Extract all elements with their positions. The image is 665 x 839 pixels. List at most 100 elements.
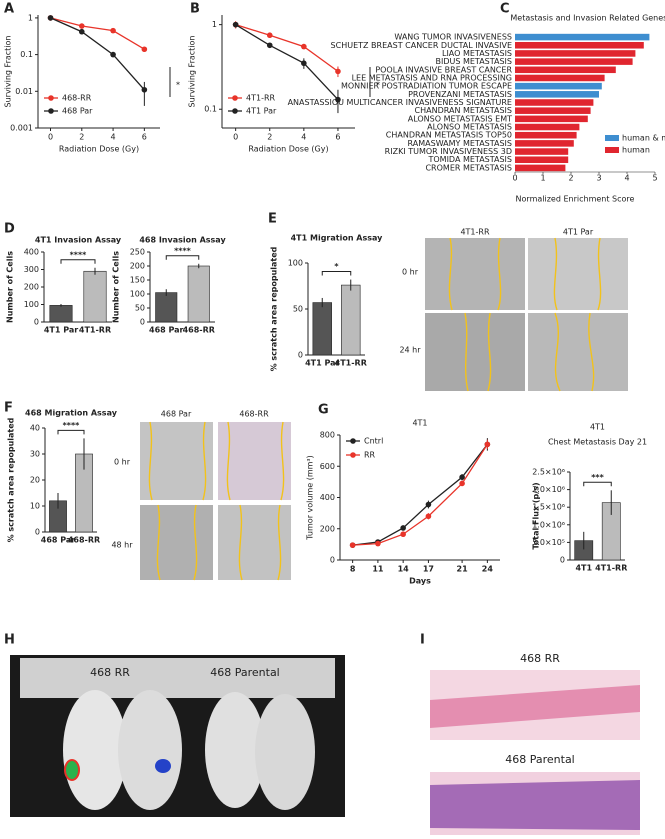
scratch-edge [448, 237, 602, 392]
category-label: POOLA INVASIVE BREAST CANCER [375, 65, 512, 74]
y-tick-label: 0 [140, 318, 145, 327]
chart-title: 4T1 Migration Assay [291, 234, 384, 243]
category-label: PROVENZANI METASTASIS [408, 90, 512, 99]
significance-bracket [583, 481, 612, 487]
significance-bracket [165, 255, 200, 260]
point [141, 46, 148, 53]
point [459, 480, 465, 487]
legend-label: human [622, 146, 650, 155]
chart-title: Metastasis and Invasion Related Genesets [510, 14, 665, 23]
x-tick-label: 3 [596, 174, 601, 183]
group-label: 468 RR [90, 666, 130, 679]
y-tick-label: 2.0×10⁶ [532, 485, 565, 494]
y-axis-label: Surviving Fraction [4, 36, 13, 108]
panel-label: B [190, 2, 200, 17]
series-line [235, 24, 339, 101]
bar [515, 99, 594, 106]
mouse [255, 694, 315, 810]
group-label: 468 RR [520, 652, 560, 665]
panel-label: A [4, 2, 14, 17]
legend-marker [350, 452, 356, 458]
panel-label: I [420, 633, 425, 648]
group-label: 468 Parental [505, 753, 575, 766]
x-axis-label: Normalized Enrichment Score [516, 195, 635, 204]
x-tick-label: 2 [79, 133, 84, 142]
legend-label: 468-RR [62, 94, 92, 103]
point [484, 441, 491, 448]
x-tick-label: 468-RR [68, 536, 100, 545]
point [232, 21, 239, 28]
y-tick-label: 30 [30, 450, 40, 459]
bar [155, 292, 178, 323]
x-tick-label: 5 [652, 174, 657, 183]
x-tick-label: 4T1-RR [335, 359, 367, 368]
micrograph [218, 422, 291, 500]
y-tick-label: 1.0×10⁶ [532, 520, 565, 529]
y-tick-label: 1 [212, 20, 217, 29]
y-tick-label: 0 [35, 528, 40, 537]
chart-title: 4T1 Invasion Assay [35, 236, 122, 245]
x-tick-label: 4T1-RR [595, 564, 627, 573]
legend-swatch [605, 135, 619, 141]
category-label: BIDUS METASTASIS [435, 57, 512, 66]
micrographs-e: 4T1-RR 4T1 Par 0 hr 24 hr [399, 228, 628, 392]
group-label: 468 Parental [210, 666, 280, 679]
legend-label: Cntrl [364, 437, 383, 446]
mouse [205, 692, 265, 808]
y-tick-label: 600 [320, 462, 335, 471]
x-tick-label: 468-RR [183, 326, 215, 335]
y-tick-label: 20 [30, 476, 40, 485]
imaging-plate [20, 658, 335, 698]
x-tick-label: 4 [111, 133, 116, 142]
bar [515, 58, 633, 65]
legend-label: RR [364, 451, 376, 460]
legend-label: 4T1 Par [246, 107, 277, 116]
bar [515, 91, 599, 98]
micrograph [528, 238, 628, 310]
x-tick-label: 8 [350, 565, 356, 574]
column-label: 4T1 Par [563, 228, 594, 237]
x-tick-label: 4T1-RR [79, 326, 111, 335]
y-tick-label: 200 [24, 283, 39, 292]
y-axis-label: % scratch area repopulated [270, 246, 279, 371]
significance: **** [63, 421, 81, 430]
y-tick-label: 0 [330, 556, 335, 565]
point [266, 42, 273, 49]
significance: * [376, 81, 380, 90]
x-tick-label: 0 [233, 133, 238, 142]
point [335, 96, 341, 103]
significance: **** [174, 246, 192, 255]
series-line [50, 17, 145, 50]
y-tick-label: 100 [24, 300, 39, 309]
column-label: 468 Par [161, 410, 192, 419]
bar [341, 284, 361, 356]
x-axis-label: Radiation Dose (Gy) [248, 145, 328, 154]
y-tick-label: 0 [34, 318, 39, 327]
micrograph [425, 313, 525, 391]
chart-subtitle: Chest Metastasis Day 21 [548, 438, 647, 447]
significance-bracket [321, 271, 352, 276]
chart-title: 4T1 [412, 419, 427, 428]
y-tick-label: 0.1 [204, 105, 217, 114]
y-axis-label: Number of Cells [6, 251, 15, 323]
point [459, 474, 465, 480]
scratch-edge [148, 421, 285, 581]
significance: *** [591, 473, 604, 482]
chart-title: 468 Invasion Assay [139, 236, 226, 245]
micrograph [528, 313, 628, 391]
bar [83, 270, 107, 323]
panel-label: H [4, 633, 15, 648]
y-tick-label: 10 [30, 502, 40, 511]
bar [515, 164, 566, 172]
category-label: ANASTASSIOU MULTICANCER INVASIVENESS SIG… [288, 98, 512, 107]
panel-label: G [318, 403, 329, 418]
chart-title: 468 Migration Assay [25, 409, 118, 418]
point [425, 501, 432, 508]
chart-title: 4T1 [590, 423, 605, 432]
y-tick-label: 1 [28, 13, 33, 22]
y-axis-label: % scratch area repopulated [7, 417, 16, 542]
category-label: RAMASWAMY METASTASIS [408, 139, 512, 148]
signal [64, 759, 80, 781]
category-label: LIAO METASTASIS [442, 49, 512, 58]
